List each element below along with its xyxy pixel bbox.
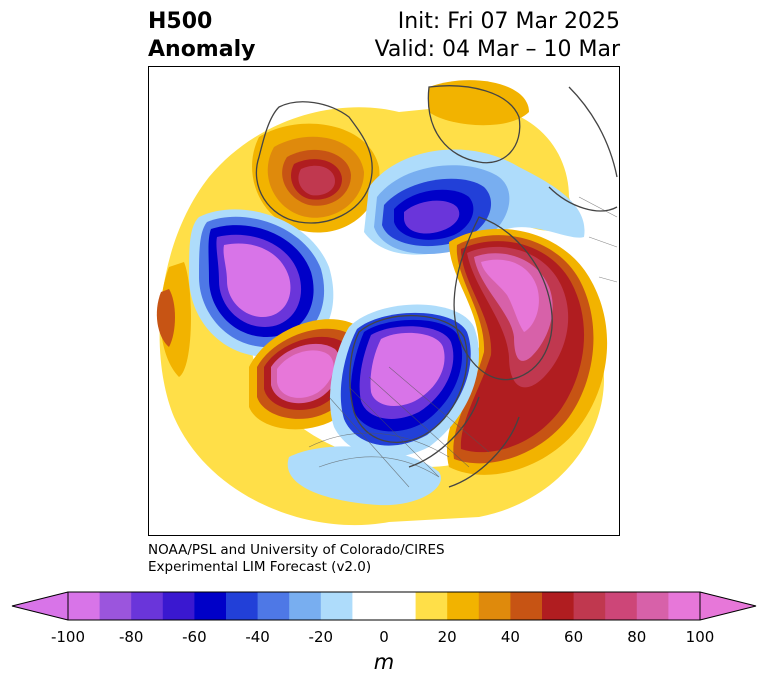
colorbar-segment bbox=[415, 592, 448, 620]
anomaly-region bbox=[223, 243, 291, 317]
colorbar-segment bbox=[194, 592, 227, 620]
colorbar-segment bbox=[510, 592, 543, 620]
colorbar-tick-label: -100 bbox=[50, 628, 86, 646]
coastline bbox=[408, 396, 520, 488]
colorbar-tick-label: -60 bbox=[182, 628, 207, 646]
anomaly-map bbox=[148, 66, 620, 536]
anomaly-region bbox=[370, 332, 445, 407]
anomaly-region bbox=[156, 289, 175, 347]
colorbar-tick-label: 100 bbox=[685, 628, 715, 646]
coastline bbox=[427, 85, 521, 164]
colorbar-segment bbox=[447, 592, 480, 620]
coastline bbox=[453, 216, 553, 381]
colorbar-tick-label: 80 bbox=[627, 628, 647, 646]
title-right: Init: Fri 07 Mar 2025 Valid: 04 Mar – 10… bbox=[375, 8, 620, 64]
anomaly-region bbox=[429, 80, 529, 126]
colorbar-segment bbox=[320, 592, 353, 620]
colorbar-tick-label: 20 bbox=[437, 628, 457, 646]
colorbar-segment bbox=[478, 592, 511, 620]
credit-line1: NOAA/PSL and University of Colorado/CIRE… bbox=[148, 542, 445, 558]
variable-title: H500 bbox=[148, 9, 213, 34]
colorbar-ticks: -100 -80 -60 -40 -20 0 20 40 60 80 100 bbox=[0, 628, 768, 648]
colorbar-over-arrow bbox=[700, 592, 756, 620]
colorbar-segment bbox=[636, 592, 669, 620]
colorbar-segment bbox=[257, 592, 290, 620]
credit: NOAA/PSL and University of Colorado/CIRE… bbox=[148, 542, 445, 576]
colorbar-tick-label: -80 bbox=[118, 628, 144, 646]
colorbar-segment bbox=[68, 592, 100, 620]
colorbar-segment bbox=[573, 592, 606, 620]
map-contours bbox=[156, 80, 618, 526]
coastline bbox=[255, 101, 373, 224]
anomaly-region bbox=[481, 259, 539, 332]
anomaly-region bbox=[404, 200, 460, 234]
colorbar-segment bbox=[542, 592, 574, 620]
graticule-line bbox=[578, 196, 618, 283]
colorbar-outline bbox=[67, 591, 701, 621]
valid-range: Valid: 04 Mar – 10 Mar bbox=[374, 37, 620, 62]
colorbar-unit: m bbox=[373, 650, 395, 674]
colorbar-segment bbox=[668, 592, 701, 620]
colorbar-tick-label: 60 bbox=[564, 628, 584, 646]
colorbar bbox=[11, 591, 757, 621]
anomaly-region bbox=[277, 350, 334, 398]
anomaly-region bbox=[298, 165, 335, 196]
colorbar-tick-label: 40 bbox=[500, 628, 520, 646]
graticule-line bbox=[328, 366, 490, 488]
coastline bbox=[548, 86, 618, 212]
init-date: Init: Fri 07 Mar 2025 bbox=[397, 9, 620, 34]
colorbar-under-arrow bbox=[12, 592, 68, 620]
colorbar-segment bbox=[289, 592, 322, 620]
colorbar-arrow-outline bbox=[11, 591, 757, 621]
colorbar-segment bbox=[99, 592, 132, 620]
coastline bbox=[349, 315, 468, 444]
credit-line2: Experimental LIM Forecast (v2.0) bbox=[148, 559, 372, 575]
title-left: H500 Anomaly bbox=[148, 8, 255, 64]
colorbar-tick-label: 0 bbox=[379, 628, 389, 646]
colorbar-segment bbox=[352, 592, 416, 620]
colorbar-segment bbox=[605, 592, 638, 620]
anomaly-title: Anomaly bbox=[148, 37, 256, 62]
colorbar-segment bbox=[162, 592, 195, 620]
colorbar-tick-label: -20 bbox=[308, 628, 334, 646]
colorbar-tick-label: -40 bbox=[245, 628, 270, 646]
colorbar-segment bbox=[131, 592, 164, 620]
colorbar-segment bbox=[226, 592, 258, 620]
graticule-line bbox=[308, 432, 450, 478]
